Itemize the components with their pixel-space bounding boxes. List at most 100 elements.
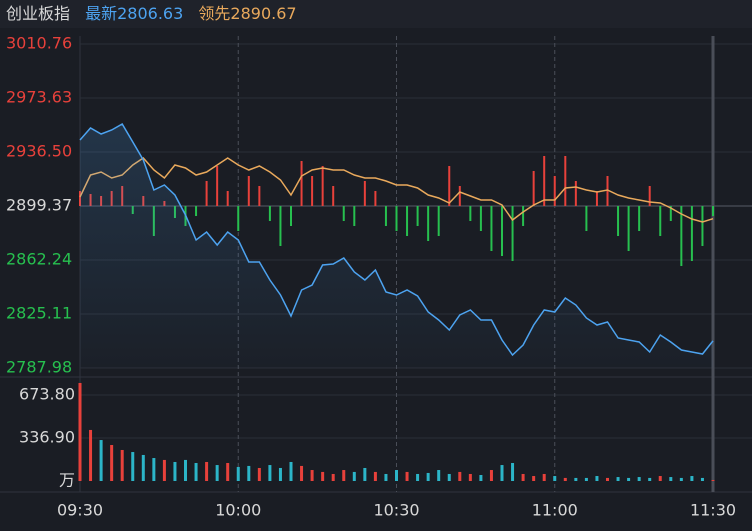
- volume-bar: [521, 473, 525, 481]
- volume-bar: [278, 467, 282, 481]
- volume-bar: [289, 461, 293, 481]
- volume-bar: [342, 470, 346, 481]
- y-tick-label: 2899.37: [6, 196, 72, 215]
- volume-bar: [426, 472, 430, 481]
- volume-bar: [173, 461, 177, 481]
- volume-bar: [300, 465, 304, 481]
- strength-bar: [406, 206, 409, 237]
- strength-bar: [564, 155, 567, 206]
- volume-bar: [131, 452, 135, 481]
- strength-bar: [701, 206, 704, 246]
- header: 创业板指 最新2806.63 领先2890.67: [6, 4, 297, 23]
- volume-bar: [257, 467, 261, 481]
- y-tick-label: 2936.50: [6, 142, 72, 161]
- volume-bar: [247, 465, 251, 481]
- strength-bar: [585, 206, 588, 232]
- strength-bar: [311, 175, 314, 206]
- volume-bar: [542, 473, 546, 481]
- volume-bar: [468, 473, 472, 481]
- volume-bar: [700, 477, 704, 481]
- volume-bar: [553, 476, 557, 481]
- strength-bar: [690, 206, 693, 262]
- volume-bar: [321, 471, 325, 481]
- volume-bar: [162, 459, 166, 481]
- volume-bar: [363, 467, 367, 481]
- volume-bar: [152, 458, 156, 481]
- volume-bar: [574, 477, 578, 481]
- volume-bar: [416, 473, 420, 481]
- y-tick-label: 673.80: [19, 385, 75, 404]
- header-bar: [0, 0, 752, 28]
- legend-value: 2890.67: [230, 4, 296, 23]
- volume-bar: [606, 477, 609, 481]
- volume-bar: [405, 471, 409, 481]
- strength-bar: [205, 180, 208, 206]
- strength-bar: [448, 166, 451, 206]
- strength-bar: [469, 206, 472, 221]
- strength-bar: [501, 206, 503, 257]
- volume-bar: [637, 477, 641, 481]
- x-tick-label: 10:30: [373, 501, 419, 520]
- strength-bar: [437, 206, 440, 237]
- volume-bar: [120, 449, 124, 481]
- strength-bar: [617, 206, 620, 237]
- volume-bar: [489, 470, 493, 481]
- y-tick-label: 2973.63: [6, 88, 72, 107]
- volume-bar: [584, 477, 588, 481]
- strength-bar: [195, 206, 198, 217]
- strength-bar: [648, 186, 651, 206]
- volume-bar: [437, 470, 441, 481]
- volume-bar: [511, 463, 515, 481]
- strength-bar: [680, 206, 683, 267]
- volume-bar: [99, 440, 103, 481]
- volume-bar: [268, 465, 272, 481]
- volume-bar: [711, 479, 715, 481]
- strength-bar: [543, 155, 546, 206]
- volume-bar: [479, 475, 483, 481]
- legend-name: 最新: [85, 4, 117, 23]
- y-tick-label: 2862.24: [6, 250, 72, 269]
- strength-bar: [532, 170, 535, 206]
- volume-bar: [110, 445, 114, 481]
- strength-bar: [237, 206, 240, 232]
- y-tick-label: 3010.76: [6, 34, 72, 53]
- legend-value: 2806.63: [117, 4, 183, 23]
- strength-bar: [479, 206, 482, 232]
- series-line: [79, 157, 714, 223]
- volume-bar: [395, 470, 398, 481]
- legend-name: 领先: [198, 4, 230, 23]
- strength-bar: [574, 180, 577, 206]
- volume-bar: [184, 459, 187, 481]
- volume-bar: [595, 476, 599, 481]
- x-tick-label: 11:00: [532, 501, 578, 520]
- volume-bar: [141, 454, 145, 481]
- strength-bar: [247, 175, 250, 206]
- volume-bar: [447, 473, 451, 481]
- strength-bar: [363, 180, 366, 206]
- volume-bar: [658, 476, 662, 481]
- strength-bar: [553, 175, 556, 206]
- strength-bar: [490, 206, 493, 251]
- strength-bar: [669, 206, 672, 221]
- price-area: [80, 124, 713, 368]
- strength-bar: [427, 206, 430, 242]
- volume-bar: [648, 477, 652, 481]
- volume-bar: [310, 470, 314, 481]
- strength-bar: [258, 186, 261, 206]
- y-tick-label: 2825.11: [6, 304, 72, 323]
- strength-bar: [595, 191, 598, 206]
- strength-bar: [522, 206, 525, 226]
- strength-bar: [511, 206, 514, 262]
- x-tick-label: 09:30: [57, 501, 103, 520]
- strength-bar: [279, 206, 282, 246]
- volume-bar: [690, 476, 694, 481]
- strength-bar: [226, 191, 229, 206]
- volume-bar: [532, 476, 536, 481]
- volume-bar: [331, 473, 335, 481]
- strength-bar: [606, 175, 609, 206]
- volume-bar: [500, 465, 504, 481]
- strength-bar: [659, 206, 662, 237]
- strength-bar: [458, 186, 461, 206]
